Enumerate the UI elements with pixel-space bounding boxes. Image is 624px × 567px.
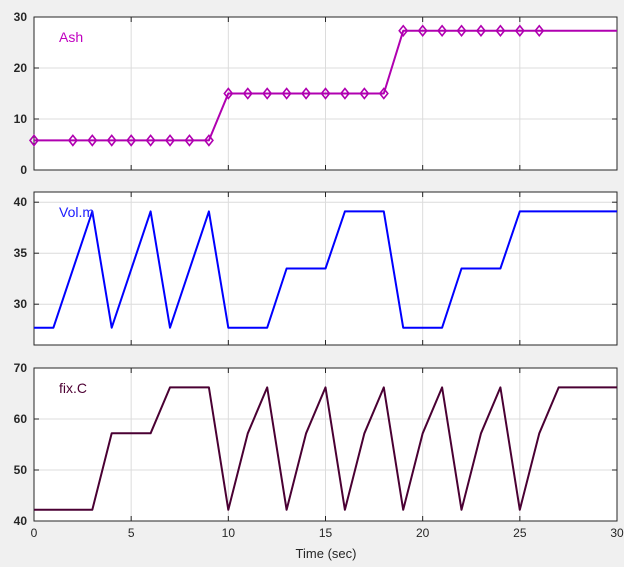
series-marker	[28, 134, 40, 147]
series-marker	[281, 87, 292, 100]
y-tick-label: 10	[14, 112, 28, 126]
series-marker	[126, 134, 137, 147]
label-fix-c: fix.C	[59, 380, 87, 396]
y-tick-label: 50	[14, 463, 28, 477]
series-marker	[417, 24, 428, 38]
x-tick-label: 30	[610, 526, 624, 540]
series-marker	[378, 87, 389, 100]
label-vol-m: Vol.m	[59, 204, 94, 220]
series-marker	[106, 134, 117, 147]
y-tick-label: 40	[14, 195, 28, 209]
panels: 0 10 20 30 Ash 30 35 40 Vol.m 0 5 10 15 20 25 30 40 50 60 7…	[14, 10, 624, 540]
x-tick-label: 15	[319, 526, 333, 540]
series-marker	[437, 24, 448, 38]
series-marker	[398, 24, 409, 38]
y-tick-label: 70	[14, 361, 28, 375]
series-marker	[339, 87, 350, 100]
panel-3: 0 5 10 15 20 25 30 40 50 60 70 fix.C	[14, 361, 624, 540]
series-marker	[359, 87, 370, 100]
label-ash: Ash	[59, 29, 83, 45]
series-line	[34, 210, 617, 329]
series-marker	[301, 87, 312, 100]
series-marker	[223, 87, 234, 100]
y-tick-label: 40	[14, 514, 28, 528]
x-tick-label: 5	[128, 526, 135, 540]
x-tick-label: 10	[222, 526, 236, 540]
x-tick-label: 25	[513, 526, 527, 540]
x-tick-label: 0	[31, 526, 38, 540]
y-tick-label: 0	[20, 163, 27, 177]
x-tick-label: 20	[416, 526, 430, 540]
x-axis-title: Time (sec)	[296, 546, 357, 561]
series-marker	[87, 134, 98, 147]
y-tick-label: 30	[14, 297, 28, 311]
y-tick-label: 60	[14, 412, 28, 426]
series-marker	[184, 134, 195, 147]
panel-2: 30 35 40 Vol.m	[14, 191, 618, 346]
series-line	[34, 386, 617, 511]
series-marker	[514, 24, 525, 38]
series-marker	[534, 24, 545, 38]
series-marker	[165, 134, 176, 147]
series-marker	[475, 24, 486, 38]
panel-1: 0 10 20 30 Ash	[14, 10, 618, 177]
series-marker	[320, 87, 331, 100]
y-tick-label: 35	[14, 246, 28, 260]
series-marker	[495, 24, 506, 38]
y-tick-label: 30	[14, 10, 28, 24]
series-marker	[145, 134, 156, 147]
series-marker	[203, 134, 214, 147]
y-tick-label: 20	[14, 61, 28, 75]
series-marker	[262, 87, 273, 100]
series-marker	[242, 87, 253, 100]
series-line	[34, 29, 617, 142]
series-marker	[456, 24, 467, 38]
series-marker	[67, 134, 78, 147]
